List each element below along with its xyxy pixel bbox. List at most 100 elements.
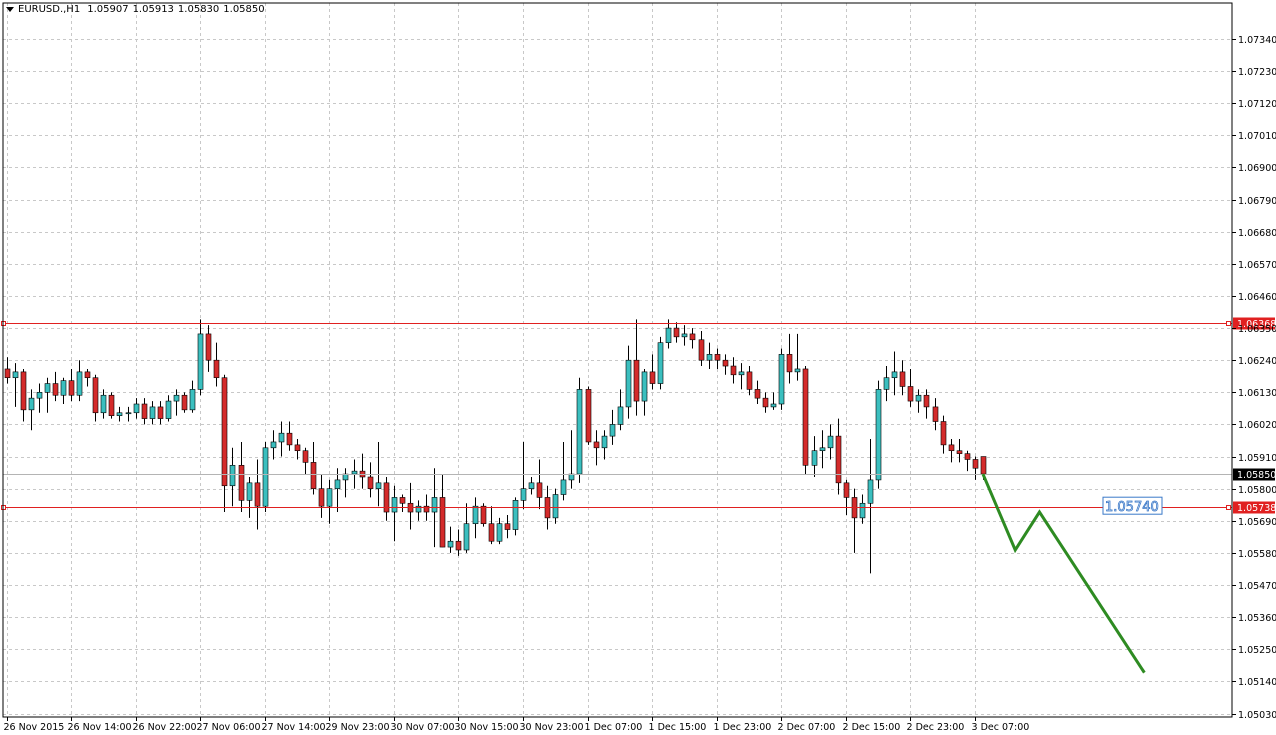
candle-bull bbox=[60, 380, 67, 396]
x-tick-label: 2 Dec 23:00 bbox=[907, 722, 965, 733]
candle-bull bbox=[778, 354, 785, 405]
y-tick-label: 1.05470 bbox=[1238, 581, 1276, 592]
y-tick-label: 1.06130 bbox=[1238, 388, 1276, 399]
candle-bull bbox=[811, 450, 818, 466]
forecast-layer: 1.05740 bbox=[981, 473, 1163, 674]
y-tick-label: 1.05910 bbox=[1238, 453, 1276, 464]
candle-bear bbox=[205, 333, 212, 361]
candle-bull bbox=[36, 392, 43, 399]
candle-bear bbox=[302, 450, 309, 463]
levels-layer: 1.05850 1.06368 1.05738 bbox=[1, 317, 1276, 514]
candle-bear bbox=[673, 327, 680, 338]
level-price-label: 1.06368 bbox=[1237, 319, 1276, 330]
candle-bull bbox=[875, 389, 882, 481]
candle-bear bbox=[786, 354, 793, 373]
candle-bear bbox=[730, 365, 737, 376]
candle-bear bbox=[221, 377, 228, 487]
y-tick-label: 1.05360 bbox=[1238, 613, 1276, 624]
x-tick-label: 29 Nov 23:00 bbox=[326, 722, 390, 733]
x-tick-label: 26 Nov 2015 bbox=[4, 722, 65, 733]
candle-bear bbox=[754, 389, 761, 399]
candle-bear bbox=[213, 359, 220, 379]
candle-bull bbox=[351, 470, 358, 475]
y-tick-label: 1.06350 bbox=[1238, 324, 1276, 335]
candle-bear bbox=[802, 368, 809, 466]
level-price-tag bbox=[1233, 317, 1275, 330]
symbol-label: EURUSD.,H1 bbox=[18, 4, 81, 15]
candle-bull bbox=[520, 488, 527, 501]
candle-bear bbox=[286, 432, 293, 446]
candle-bull bbox=[100, 394, 107, 414]
x-tick-label: 30 Nov 15:00 bbox=[455, 722, 519, 733]
y-tick-label: 1.06680 bbox=[1238, 228, 1276, 239]
candle-bear bbox=[948, 444, 955, 452]
candle-bull bbox=[415, 505, 422, 513]
forecast-path bbox=[981, 473, 1146, 674]
dropdown-triangle-icon[interactable] bbox=[6, 7, 14, 12]
y-tick-label: 1.06790 bbox=[1238, 196, 1276, 207]
candle-bear bbox=[488, 523, 495, 542]
y-tick-label: 1.05580 bbox=[1238, 549, 1276, 560]
y-tick-label: 1.06570 bbox=[1238, 260, 1276, 271]
close-value: 1.05850 bbox=[223, 4, 265, 15]
candle-bear bbox=[972, 459, 979, 469]
candle-bull bbox=[391, 497, 398, 513]
low-value: 1.05830 bbox=[177, 4, 220, 15]
candle-bear bbox=[68, 380, 75, 396]
candle-bear bbox=[899, 371, 906, 387]
candle-bull bbox=[770, 403, 777, 408]
candle-bear bbox=[835, 435, 842, 484]
candle-bull bbox=[133, 403, 140, 414]
candle-bear bbox=[439, 497, 446, 548]
candle-bull bbox=[827, 435, 834, 449]
candle-bull bbox=[12, 371, 19, 379]
candle-bull bbox=[528, 482, 535, 489]
candle-bear bbox=[108, 394, 115, 416]
candle-bear bbox=[455, 540, 462, 551]
candle-bull bbox=[463, 523, 470, 551]
x-tick-label: 2 Dec 07:00 bbox=[778, 722, 836, 733]
candle-bull bbox=[44, 383, 51, 393]
grid-layer bbox=[3, 3, 1232, 717]
candle-bull bbox=[496, 523, 503, 542]
y-tick-label: 1.07230 bbox=[1238, 67, 1276, 78]
candle-bear bbox=[504, 523, 511, 530]
x-tick-label: 26 Nov 14:00 bbox=[68, 722, 132, 733]
candle-bear bbox=[52, 383, 59, 396]
candle-bear bbox=[907, 386, 914, 402]
candle-bull bbox=[601, 435, 608, 449]
candle-bull bbox=[883, 377, 890, 390]
candle-bull bbox=[625, 359, 632, 408]
candle-bear bbox=[20, 371, 27, 411]
candle-bull bbox=[617, 406, 624, 425]
y-tick-label: 1.05250 bbox=[1238, 645, 1276, 656]
x-tick-label: 1 Dec 15:00 bbox=[649, 722, 707, 733]
x-tick-label: 3 Dec 07:00 bbox=[972, 722, 1030, 733]
y-tick-label: 1.05800 bbox=[1238, 485, 1276, 496]
current-price-tag bbox=[1233, 468, 1275, 481]
candle-bull bbox=[794, 368, 801, 373]
candle-bull bbox=[125, 412, 132, 415]
candle-bull bbox=[867, 479, 874, 504]
candle-bull bbox=[552, 494, 559, 519]
candle-bull bbox=[189, 389, 196, 411]
symbol-header: EURUSD.,H1 1.05907 1.05913 1.05830 1.058… bbox=[6, 4, 265, 15]
candle-bear bbox=[722, 359, 729, 367]
level-handle bbox=[1226, 505, 1231, 510]
candle-bull bbox=[197, 333, 204, 390]
candle-bear bbox=[480, 505, 487, 525]
candle-bear bbox=[923, 394, 930, 408]
x-tick-label: 30 Nov 07:00 bbox=[391, 722, 455, 733]
candle-bear bbox=[141, 403, 148, 419]
x-tick-label: 26 Nov 22:00 bbox=[133, 722, 197, 733]
x-tick-label: 2 Dec 15:00 bbox=[843, 722, 901, 733]
candle-bull bbox=[609, 424, 616, 437]
candle-bear bbox=[399, 497, 406, 504]
y-tick-label: 1.07120 bbox=[1238, 99, 1276, 110]
candle-bear bbox=[964, 453, 971, 460]
y-tick-label: 1.06900 bbox=[1238, 163, 1276, 174]
candle-bull bbox=[28, 397, 35, 411]
candle-bull bbox=[270, 441, 277, 449]
x-tick-label: 1 Dec 07:00 bbox=[585, 722, 643, 733]
